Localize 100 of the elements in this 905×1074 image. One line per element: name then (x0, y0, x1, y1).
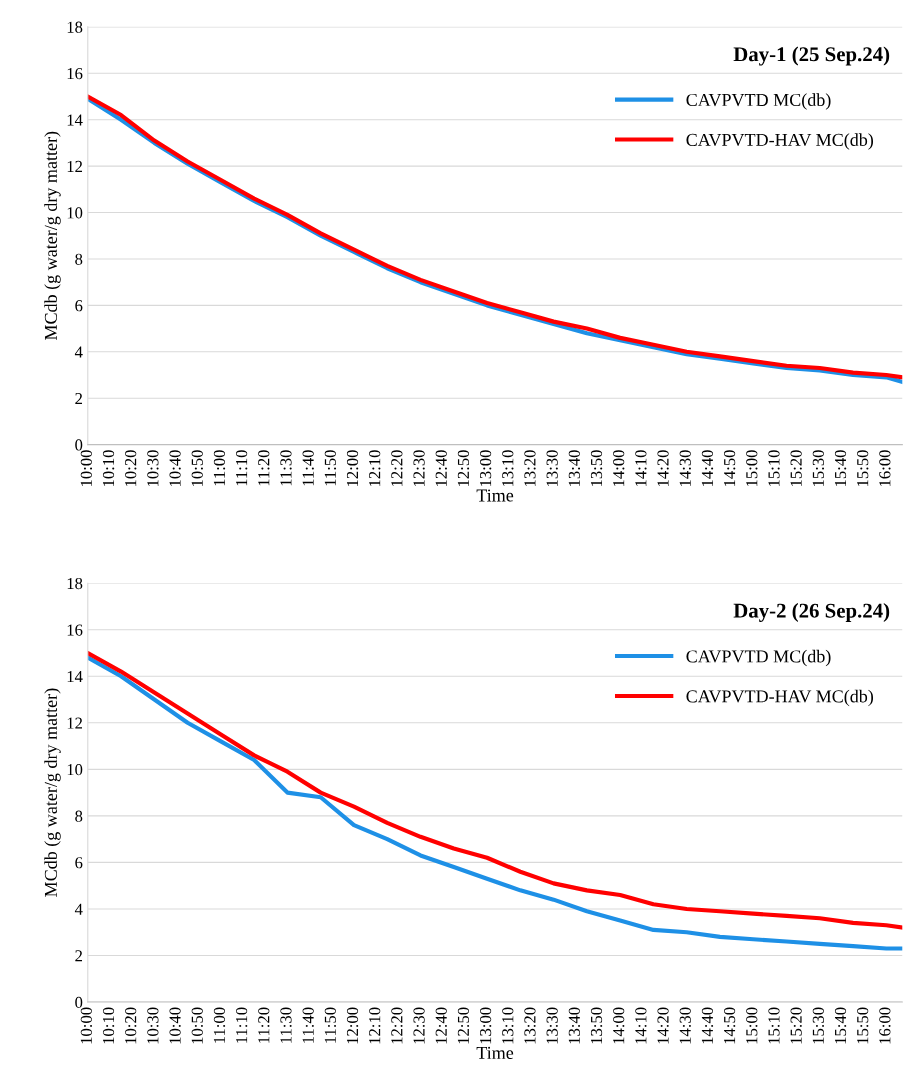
x-tick-label: 14:00 (613, 1007, 625, 1044)
x-tick-label: 13:40 (568, 1007, 581, 1044)
y-tick-label: 14 (67, 114, 83, 126)
legend-label: CAVPVTD MC(db) (686, 649, 831, 667)
y-tick-label: 8 (75, 253, 83, 265)
x-tick-label: 14:50 (723, 450, 736, 486)
x-tick-label: 15:00 (746, 450, 758, 486)
x-tick-label: 15:10 (768, 1007, 780, 1044)
x-tick-label: 11:40 (302, 450, 314, 486)
x-tick-label: 10:40 (169, 450, 181, 486)
y-tick-label: 8 (75, 810, 83, 822)
x-tick-label: 11:50 (324, 1007, 337, 1043)
x-tick-label: 10:00 (80, 450, 93, 486)
text: Day-1 (25 Sep.24) (733, 46, 890, 66)
x-tick-label: 15:30 (812, 1007, 825, 1044)
x-tick-label: 11:20 (258, 1007, 270, 1043)
x-tick-label: 14:30 (679, 450, 691, 486)
x-tick-label: 14:10 (635, 450, 647, 486)
legend-label: CAVPVTD-HAV MC(db) (686, 689, 874, 707)
x-tick-label: 13:30 (546, 1007, 558, 1044)
x-tick-label: 10:40 (169, 1007, 181, 1044)
x-tick-label: 15:40 (834, 1007, 847, 1044)
x-tick-label: 14:40 (701, 450, 714, 486)
x-tick-label: 11:00 (213, 1007, 226, 1043)
y-tick-label: 16 (67, 68, 83, 80)
x-tick-label: 15:30 (812, 450, 825, 486)
x-tick-label: 13:10 (502, 1007, 514, 1044)
x-tick-label: 15:20 (790, 1007, 802, 1044)
x-tick-label: 11:30 (280, 450, 292, 486)
y-tick-label: 14 (67, 671, 83, 683)
y-tick-label: 10 (67, 764, 83, 776)
x-tick-label: 12:40 (435, 450, 447, 486)
x-tick-label: 15:00 (746, 1007, 758, 1044)
y-tick-label: 0 (75, 996, 83, 1008)
x-tick-label: 14:30 (679, 1007, 691, 1044)
x-tick-label: 13:20 (524, 1007, 536, 1044)
x-tick-label: 11:20 (258, 450, 270, 486)
x-tick-label: 12:30 (413, 450, 425, 486)
x-tick-label: 13:50 (590, 450, 603, 486)
x-tick-label: 10:50 (191, 450, 203, 486)
x-tick-label: 12:10 (369, 450, 381, 486)
y-tick-label: 0 (75, 439, 83, 451)
x-tick-label: 13:50 (590, 1007, 603, 1044)
y-tick-label: 18 (67, 577, 83, 590)
x-tick-label: 10:30 (147, 450, 159, 486)
x-tick-label: 15:50 (857, 450, 869, 486)
x-tick-label: 11:10 (235, 450, 248, 486)
y-tick-label: 12 (67, 717, 82, 729)
x-tick-label: 14:20 (657, 1007, 669, 1044)
x-tick-label: 16:00 (879, 450, 891, 486)
y-tick-label: 12 (67, 160, 82, 172)
x-tick-label: 12:00 (346, 1007, 359, 1044)
x-tick-label: 15:20 (790, 450, 802, 486)
x-tick-label: 10:10 (102, 1007, 115, 1044)
x-tick-label: 15:40 (834, 450, 847, 486)
x-tick-label: 15:50 (857, 1007, 869, 1044)
x-tick-label: 13:40 (568, 450, 581, 486)
x-tick-label: 10:50 (191, 1007, 203, 1044)
legend-label: CAVPVTD-HAV MC(db) (686, 133, 874, 150)
x-tick-label: 12:50 (457, 450, 470, 486)
y-tick-label: 4 (74, 346, 83, 358)
x-tick-label: 14:20 (657, 450, 669, 486)
x-tick-label: 11:50 (324, 450, 337, 486)
x-tick-label: 13:00 (479, 1007, 492, 1044)
x-tick-label: 12:20 (391, 1007, 403, 1044)
y-axis-title: MCdb (g water/g dry matter) (44, 131, 61, 341)
x-tick-label: 12:20 (391, 450, 403, 486)
x-tick-label: 12:30 (413, 1007, 425, 1044)
y-tick-label: 10 (67, 207, 83, 219)
y-tick-label: 4 (74, 903, 83, 915)
y-tick-label: 6 (75, 857, 83, 869)
x-tick-label: 13:30 (546, 450, 558, 486)
y-tick-label: 6 (75, 300, 83, 312)
x-tick-label: 12:00 (346, 450, 359, 486)
x-axis-title: Time (476, 1046, 514, 1059)
x-tick-label: 14:10 (635, 1007, 647, 1044)
y-tick-label: 2 (75, 392, 82, 404)
x-tick-label: 14:00 (613, 450, 625, 486)
x-tick-label: 11:30 (280, 1007, 292, 1043)
x-tick-label: 12:50 (457, 1007, 470, 1044)
x-tick-label: 16:00 (879, 1007, 891, 1044)
y-tick-label: 18 (67, 21, 83, 33)
x-tick-label: 10:30 (147, 1007, 159, 1044)
x-tick-label: 11:40 (302, 1007, 314, 1043)
x-axis-title: Time (476, 489, 514, 502)
x-tick-label: 12:40 (435, 1007, 447, 1044)
x-tick-label: 11:10 (235, 1007, 248, 1043)
x-tick-label: 10:20 (125, 450, 137, 486)
x-tick-label: 10:10 (102, 450, 115, 486)
text: Day-2 (26 Sep.24) (733, 603, 890, 622)
x-tick-label: 10:20 (125, 1007, 137, 1044)
x-tick-label: 11:00 (213, 450, 226, 486)
x-tick-label: 13:10 (502, 450, 514, 486)
x-tick-label: 13:20 (524, 450, 536, 486)
x-tick-label: 14:50 (723, 1007, 736, 1044)
legend-label: CAVPVTD MC(db) (686, 93, 831, 110)
x-tick-label: 12:10 (369, 1007, 381, 1044)
x-tick-label: 14:40 (701, 1007, 714, 1044)
y-tick-label: 2 (75, 950, 82, 962)
y-axis-title: MCdb (g water/g dry matter) (44, 688, 61, 897)
